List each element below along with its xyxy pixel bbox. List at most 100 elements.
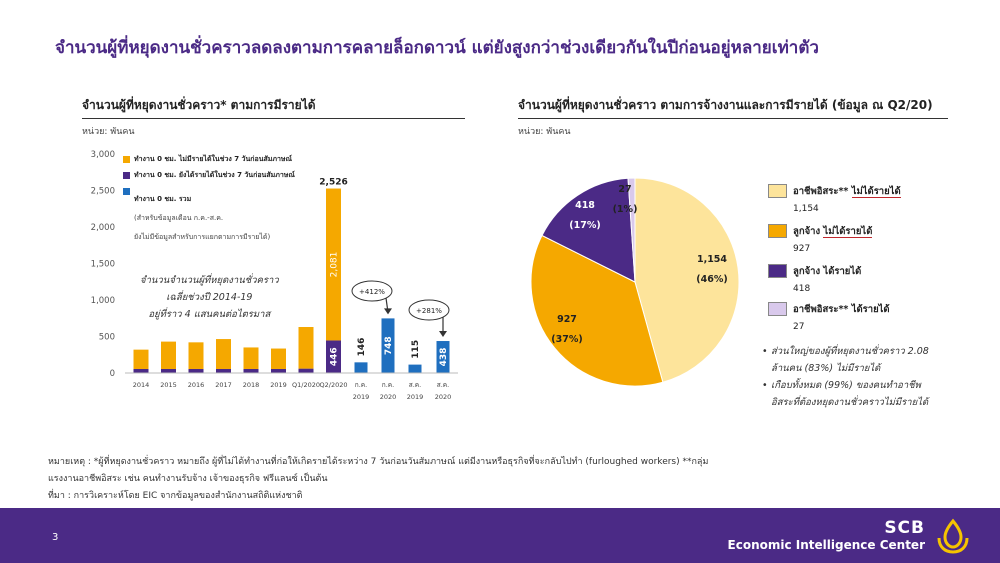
pie-swatch-light-yellow (768, 184, 787, 198)
bar-segment-no-income (243, 347, 259, 369)
bullet-item: • เกือบทั้งหมด (99%) ของคนทำอาชีพ อิสระที่… (762, 377, 929, 411)
pie-chart: 1,154 (46%) 927 (37%) 418 (17%) 27 (1%) (530, 177, 740, 387)
bar-segment-with-income (243, 368, 259, 373)
bar-segment-no-income (298, 327, 314, 369)
x-tick-label-month: ส.ค. (409, 381, 421, 389)
pie-pct-label: (37%) (551, 334, 582, 345)
bar-segment-with-income (326, 340, 341, 373)
bar-segment-with-income (133, 368, 149, 373)
x-tick-label: 2014 (133, 381, 150, 389)
pie-swatch-lavender (768, 302, 787, 316)
monthly-bar-label: 115 (411, 340, 421, 359)
left-unit-label: หน่วย: พันคน (82, 127, 135, 137)
pie-value-label: 27 (618, 184, 631, 195)
brand-block: SCB Economic Intelligence Center (728, 518, 925, 552)
pie-legend-item-freelance-with-income: อาชีพอิสระ** ได้รายได้ (768, 302, 890, 317)
y-tick-label: 500 (99, 333, 115, 343)
key-takeaways: • ส่วนใหญ่ของผู้ที่หยุดงานชั่วคราว 2.08 ล้… (762, 343, 929, 411)
pie-value-label: 418 (575, 200, 595, 211)
pie-swatch-orange (768, 224, 787, 238)
page-number: 3 (52, 532, 59, 543)
legend-item-with-income: ทำงาน 0 ชม. ยังได้รายได้ในช่วง 7 วันก่อน… (123, 170, 295, 181)
x-tick-label-year: 2020 (380, 393, 397, 401)
pie-slice (634, 177, 740, 383)
y-tick-label: 2,000 (91, 223, 115, 233)
x-tick-label-year: 2020 (435, 393, 452, 401)
bullet-item: • ส่วนใหญ่ของผู้ที่หยุดงานชั่วคราว 2.08 ล้… (762, 343, 929, 377)
bar-segment-with-income (216, 368, 231, 373)
monthly-total-bar (436, 341, 450, 373)
x-tick-label: 2016 (188, 381, 205, 389)
x-tick-label-year: 2019 (353, 393, 370, 401)
pie-legend-value: 418 (793, 284, 811, 294)
left-chart-title: จำนวนผู้ที่หยุดงานชั่วคราว* ตามการมีรายไ… (82, 98, 316, 112)
x-tick-label-month: ก.ค. (382, 381, 394, 389)
x-tick-label: Q2/2020 (320, 381, 348, 389)
x-tick-label-month: ก.ค. (355, 381, 367, 389)
pie-slice (627, 177, 636, 283)
scb-logo-icon (937, 518, 969, 554)
pie-legend-value: 927 (793, 244, 811, 254)
pie-legend-value: 1,154 (793, 204, 819, 214)
callout-arrow-head (439, 331, 447, 338)
monthly-bar-label: 438 (439, 348, 449, 367)
pie-legend-value: 27 (793, 322, 805, 332)
brand-name: SCB (884, 518, 925, 538)
pie-swatch-purple (768, 264, 787, 278)
growth-callout-bubble (351, 280, 393, 302)
pie-legend-item-freelance-no-income: อาชีพอิสระ** ไม่ได้รายได้ (768, 184, 901, 199)
right-chart-title: จำนวนผู้ที่หยุดงานชั่วคราว ตามการจ้างงาน… (518, 98, 933, 112)
brand-subtitle: Economic Intelligence Center (727, 538, 925, 552)
bullet-dot-icon: • (762, 380, 768, 391)
bullet-dot-icon: • (762, 346, 768, 357)
bar-segment-with-income (161, 368, 176, 373)
left-title-rule (82, 118, 465, 119)
pie-value-label: 1,154 (697, 254, 727, 265)
x-tick-label: 2017 (215, 381, 232, 389)
bar-total-label: 2,526 (319, 178, 347, 188)
x-tick-label: Q1/2020 (292, 381, 320, 389)
growth-callout-label: +412% (359, 288, 385, 296)
pie-legend-item-employee-no-income: ลูกจ้าง ไม่ได้รายได้ (768, 224, 873, 239)
bar-segment-no-income (133, 349, 149, 369)
bar-segment-no-income (326, 188, 341, 341)
y-tick-label: 1,500 (91, 260, 115, 270)
monthly-total-bar (354, 362, 368, 373)
average-annotation: จำนวนจำนวนผู้ที่หยุดงานชั่วคราว เฉลี่ยช่… (140, 275, 279, 320)
monthly-bar-label: 146 (357, 338, 367, 357)
pie-slice (530, 234, 664, 387)
bar-segment-no-income (188, 342, 204, 369)
growth-callout-label: +281% (416, 307, 442, 315)
bar-segment-no-income (161, 341, 176, 369)
bar-segment-with-income (298, 368, 314, 373)
bar-segment-no-income (216, 339, 231, 369)
slide-title: จำนวนผู้ที่หยุดงานชั่วคราวลดลงตามการคลาย… (55, 38, 819, 58)
monthly-total-bar (408, 364, 422, 373)
bar-chart: 3,000 2,500 2,000 1,500 1,000 500 0 2014 2015 201… (91, 150, 458, 401)
source-note: ที่มา : การวิเคราะห์โดย EIC จากข้อมูลของ… (48, 491, 303, 501)
right-unit-label: หน่วย: พันคน (518, 127, 571, 137)
pie-legend-item-employee-with-income: ลูกจ้าง ได้รายได้ (768, 264, 861, 279)
monthly-bar-label: 748 (384, 336, 394, 355)
legend-item-total: ทำงาน 0 ชม. รวม (สำหรับข้อมูลเดือน ก.ค.-… (123, 186, 270, 243)
pie-pct-label: (46%) (696, 274, 727, 285)
pie-slice (541, 177, 636, 283)
right-title-rule (518, 118, 948, 119)
x-tick-label: 2018 (243, 381, 260, 389)
legend-swatch-orange (123, 156, 130, 163)
x-tick-label: 2019 (270, 381, 287, 389)
bar-segment-with-income (271, 368, 286, 373)
y-tick-label: 2,500 (91, 187, 115, 197)
y-tick-label: 0 (110, 369, 115, 379)
legend-swatch-purple (123, 172, 130, 179)
y-tick-label: 3,000 (91, 150, 115, 160)
y-tick-label: 1,000 (91, 296, 115, 306)
pie-value-label: 927 (557, 314, 577, 325)
bar-segment-no-income (271, 348, 286, 369)
footnote-line-2: แรงงานอาชีพอิสระ เช่น คนทำงานรับจ้าง เจ้… (48, 474, 328, 484)
x-tick-label: 2015 (160, 381, 177, 389)
growth-callout-bubble (408, 299, 450, 321)
bar-segment-label: 446 (330, 347, 340, 366)
pie-pct-label: (1%) (613, 204, 638, 215)
legend-swatch-blue (123, 188, 130, 195)
